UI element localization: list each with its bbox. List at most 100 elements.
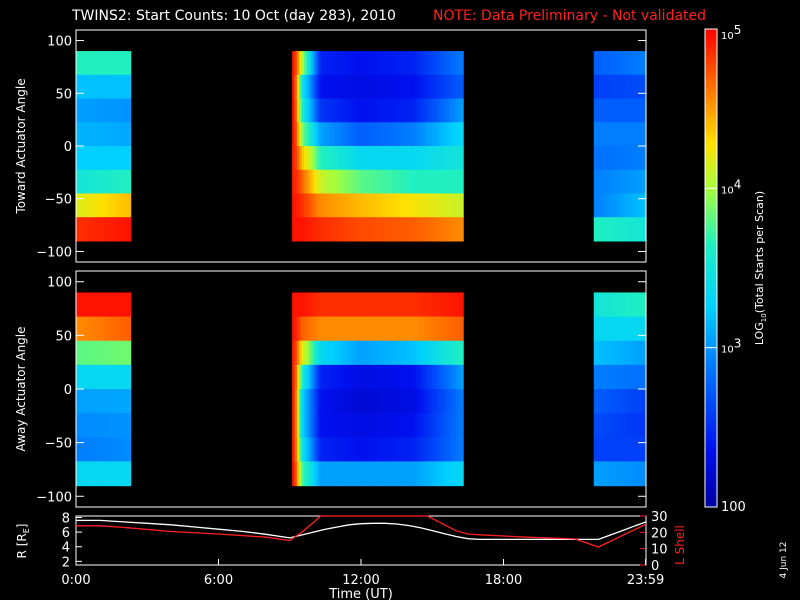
heatmap-cell: [437, 98, 440, 123]
heatmap-cell: [600, 169, 604, 195]
heatmap-cell: [351, 461, 355, 487]
heatmap-cell: [308, 292, 312, 318]
heatmap-cell: [403, 146, 407, 171]
heatmap-cell: [634, 340, 638, 366]
heatmap-cell: [401, 146, 405, 171]
heatmap-cell: [593, 413, 597, 438]
heatmap-cell: [441, 193, 445, 218]
heatmap-cell: [608, 413, 611, 438]
heatmap-cell: [429, 389, 433, 414]
heatmap-cell: [619, 193, 623, 218]
heatmap-cell: [83, 413, 87, 438]
heatmap-cell: [363, 292, 367, 318]
heatmap-cell: [92, 146, 96, 171]
heatmap-cell: [83, 74, 87, 100]
heatmap-cell: [306, 461, 310, 487]
heatmap-cell: [434, 437, 438, 463]
heatmap-cell: [76, 316, 79, 342]
heatmap-cell: [332, 51, 336, 76]
heatmap-cell: [313, 340, 317, 366]
heatmap-cell: [622, 74, 626, 100]
heatmap-cell: [593, 389, 597, 414]
heatmap-cell: [95, 413, 98, 438]
heatmap-cell: [456, 74, 459, 100]
heatmap-cell: [460, 122, 464, 147]
colorbar-label-sub: 10: [760, 313, 768, 322]
heatmap-cell: [391, 461, 395, 487]
heatmap-cell: [389, 340, 393, 366]
heatmap-cell: [313, 413, 317, 438]
heatmap-cell: [332, 461, 336, 487]
heatmap-cell: [353, 461, 357, 487]
heatmap-cell: [351, 122, 355, 147]
heatmap-cell: [344, 122, 348, 147]
heatmap-cell: [437, 122, 440, 147]
heatmap-cell: [391, 389, 395, 414]
heatmap-cell: [456, 217, 459, 242]
heatmap-cell: [380, 437, 383, 463]
heatmap-cell: [342, 413, 345, 438]
heatmap-cell: [631, 461, 635, 487]
heatmap-cell: [634, 292, 638, 318]
heatmap-cell: [339, 340, 343, 366]
heatmap-cell: [375, 389, 379, 414]
heatmap-cell: [460, 193, 464, 218]
heatmap-cell: [351, 292, 355, 318]
heatmap-cell: [349, 461, 353, 487]
heatmap-cell: [315, 193, 319, 218]
heatmap-cell: [334, 98, 338, 123]
heatmap-cell: [342, 292, 345, 318]
heatmap-cell: [339, 413, 343, 438]
heatmap-cell: [78, 437, 82, 463]
heatmap-cell: [97, 437, 101, 463]
heatmap-cell: [361, 146, 364, 171]
heatmap-cell: [90, 217, 94, 242]
heatmap-cell: [125, 217, 129, 242]
heatmap-cell: [368, 413, 372, 438]
heatmap-cell: [330, 437, 334, 463]
heatmap-cell: [384, 340, 388, 366]
heatmap-cell: [375, 413, 379, 438]
heatmap-cell: [344, 98, 348, 123]
heatmap-cell: [429, 340, 433, 366]
heatmap-cell: [603, 461, 607, 487]
heatmap-cell: [342, 169, 345, 195]
heatmap-cell: [429, 74, 433, 100]
heatmap-cell: [318, 340, 322, 366]
heatmap-cell: [384, 389, 388, 414]
heatmap-cell: [380, 292, 383, 318]
heatmap-cell: [382, 122, 386, 147]
heatmap-cell: [448, 193, 452, 218]
heatmap-cell: [394, 364, 398, 390]
heatmap-cell: [608, 389, 611, 414]
heatmap-cell: [434, 217, 438, 242]
heatmap-cell: [441, 413, 445, 438]
heatmap-cell: [382, 316, 386, 342]
heatmap-cell: [375, 193, 379, 218]
heatmap-cell: [375, 146, 379, 171]
heatmap-cell: [643, 316, 647, 342]
heatmap-cell: [406, 146, 410, 171]
heatmap-cell: [441, 316, 445, 342]
heatmap-cell: [372, 292, 376, 318]
heatmap-cell: [356, 169, 360, 195]
heatmap-cell: [299, 340, 303, 366]
heatmap-cell: [399, 461, 402, 487]
heatmap-cell: [608, 98, 611, 123]
heatmap-cell: [123, 193, 127, 218]
heatmap-cell: [308, 217, 312, 242]
heatmap-cell: [643, 122, 647, 147]
heatmap-cell: [85, 437, 89, 463]
heatmap-cell: [334, 389, 338, 414]
heatmap-cell: [425, 169, 429, 195]
heatmap-cell: [296, 193, 300, 218]
heatmap-cell: [420, 146, 424, 171]
heatmap-cell: [403, 122, 407, 147]
heatmap-cell: [380, 364, 383, 390]
heatmap-cell: [327, 437, 331, 463]
heatmap-cell: [111, 461, 115, 487]
heatmap-cell: [422, 461, 426, 487]
heatmap-cell: [353, 169, 357, 195]
heatmap-cell: [410, 437, 414, 463]
heatmap-cell: [444, 74, 448, 100]
